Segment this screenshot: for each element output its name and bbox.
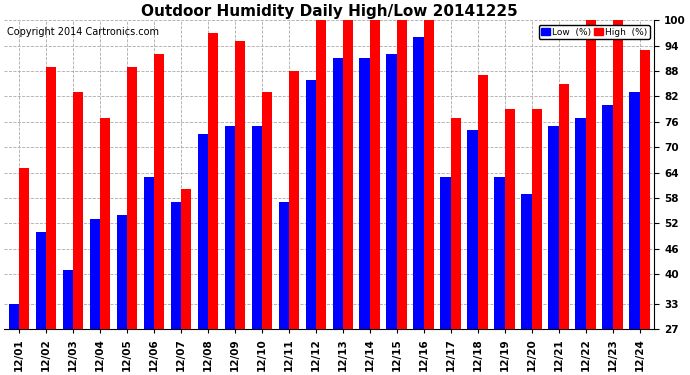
Title: Outdoor Humidity Daily High/Low 20141225: Outdoor Humidity Daily High/Low 20141225 bbox=[141, 4, 518, 19]
Bar bbox=[549, 126, 559, 329]
Bar bbox=[208, 33, 218, 329]
Bar bbox=[629, 92, 640, 329]
Bar bbox=[575, 118, 586, 329]
Bar bbox=[100, 118, 110, 329]
Bar bbox=[477, 75, 488, 329]
Bar bbox=[586, 20, 596, 329]
Bar bbox=[467, 130, 477, 329]
Bar bbox=[424, 20, 434, 329]
Bar bbox=[440, 177, 451, 329]
Bar bbox=[289, 71, 299, 329]
Bar bbox=[522, 194, 531, 329]
Bar bbox=[181, 189, 191, 329]
Bar bbox=[279, 202, 289, 329]
Bar bbox=[262, 92, 272, 329]
Bar bbox=[494, 177, 504, 329]
Bar bbox=[504, 109, 515, 329]
Bar bbox=[127, 67, 137, 329]
Legend: Low  (%), High  (%): Low (%), High (%) bbox=[539, 25, 650, 39]
Bar bbox=[316, 20, 326, 329]
Bar bbox=[386, 54, 397, 329]
Bar bbox=[90, 219, 100, 329]
Bar bbox=[370, 20, 380, 329]
Bar bbox=[154, 54, 164, 329]
Text: Copyright 2014 Cartronics.com: Copyright 2014 Cartronics.com bbox=[8, 27, 159, 36]
Bar bbox=[117, 215, 127, 329]
Bar bbox=[640, 50, 650, 329]
Bar bbox=[359, 58, 370, 329]
Bar bbox=[343, 20, 353, 329]
Bar bbox=[559, 84, 569, 329]
Bar bbox=[235, 42, 245, 329]
Bar bbox=[9, 304, 19, 329]
Bar bbox=[602, 105, 613, 329]
Bar bbox=[197, 135, 208, 329]
Bar bbox=[144, 177, 154, 329]
Bar bbox=[63, 270, 73, 329]
Bar bbox=[451, 118, 461, 329]
Bar bbox=[170, 202, 181, 329]
Bar bbox=[333, 58, 343, 329]
Bar bbox=[36, 232, 46, 329]
Bar bbox=[613, 20, 623, 329]
Bar bbox=[19, 168, 29, 329]
Bar bbox=[531, 109, 542, 329]
Bar bbox=[73, 92, 83, 329]
Bar bbox=[413, 37, 424, 329]
Bar bbox=[224, 126, 235, 329]
Bar bbox=[397, 20, 407, 329]
Bar bbox=[46, 67, 57, 329]
Bar bbox=[252, 126, 262, 329]
Bar bbox=[306, 80, 316, 329]
